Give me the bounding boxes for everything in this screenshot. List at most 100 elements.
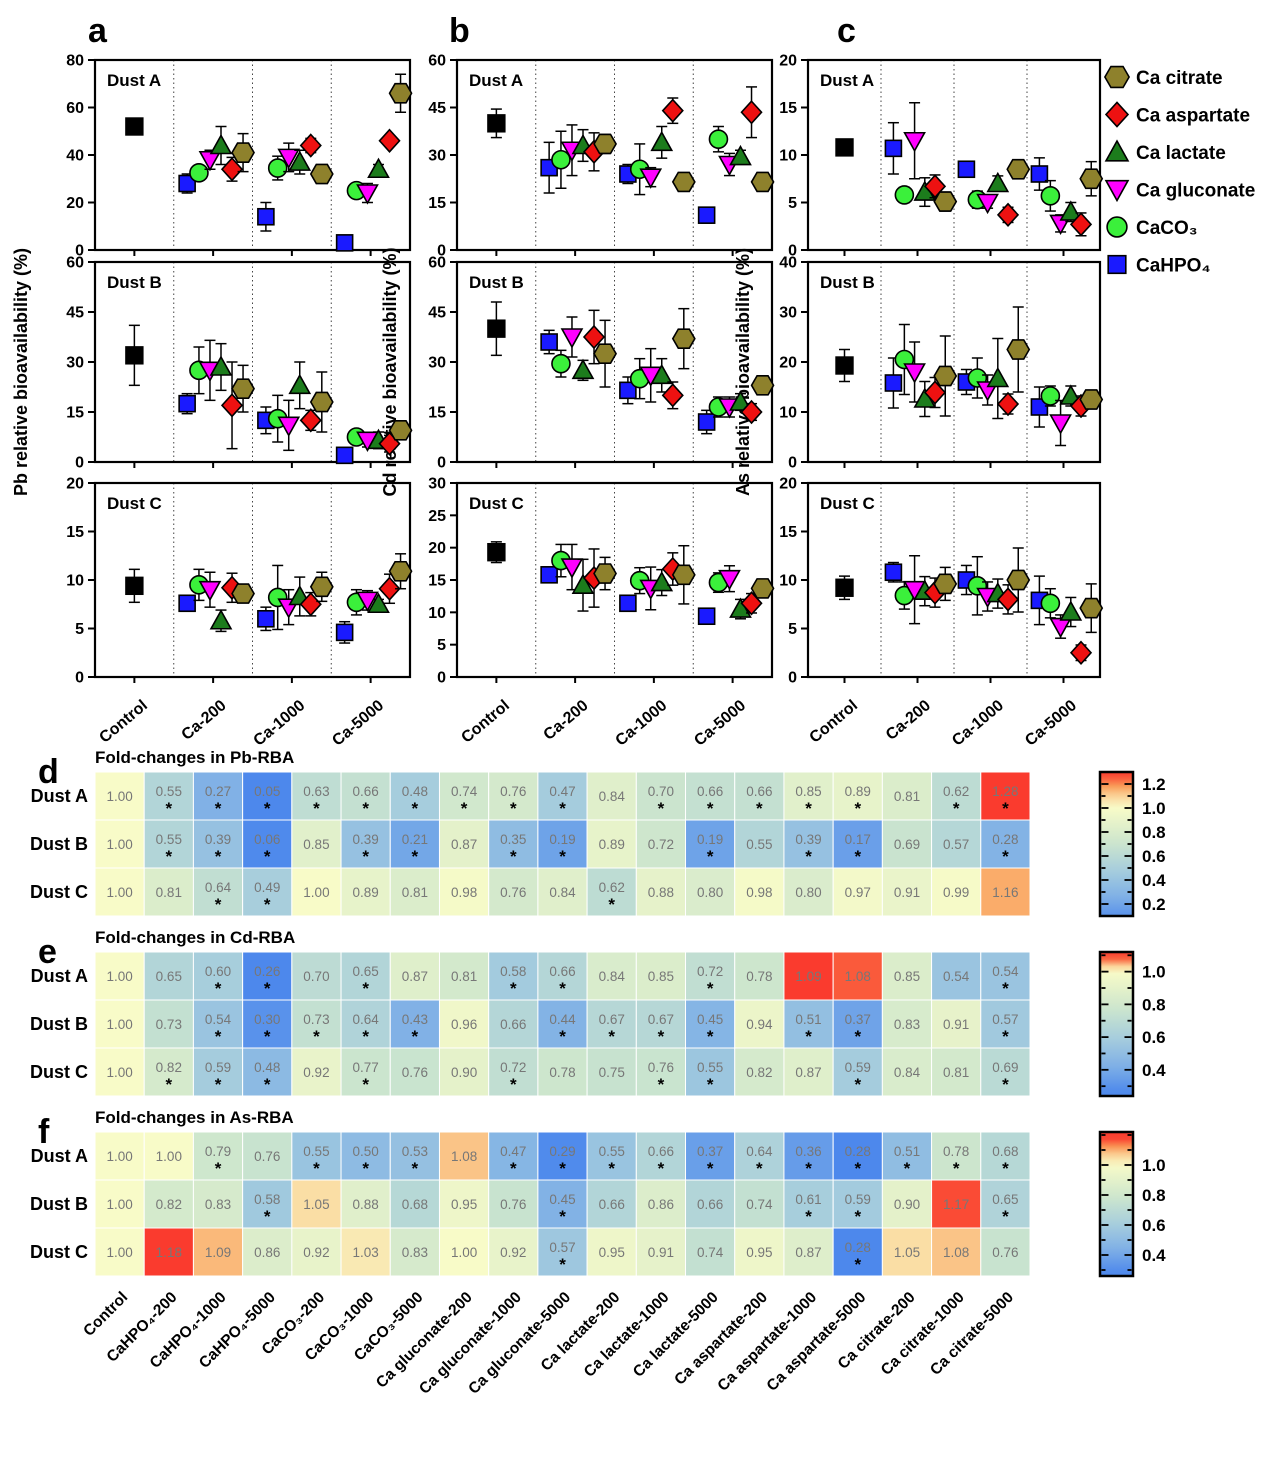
y-tick-label: 80 xyxy=(66,53,84,70)
marker-CaHPO4 xyxy=(957,160,976,179)
marker-CaHPO4 xyxy=(335,623,354,642)
marker-Ca gluconate xyxy=(277,148,301,170)
cell-value: 0.77 xyxy=(353,1060,379,1075)
heatmap-cell: 0.57* xyxy=(980,999,1031,1049)
heatmap-cell: 0.90 xyxy=(438,1047,490,1097)
cell-value: 0.89 xyxy=(599,837,625,852)
y-tick-label: 45 xyxy=(428,305,446,322)
marker-Ca aspartate xyxy=(220,393,244,418)
heatmap-cell: 0.81 xyxy=(931,1047,982,1097)
heatmap-cell: 0.76* xyxy=(635,1047,687,1097)
significance-star: * xyxy=(756,1159,763,1178)
cell-value: 0.64 xyxy=(353,1012,380,1027)
cell-value: 0.30 xyxy=(254,1012,280,1027)
heatmap-cell: 0.83 xyxy=(192,1179,244,1229)
cell-value: 0.54 xyxy=(992,964,1019,979)
significance-star: * xyxy=(854,1075,861,1094)
significance-star: * xyxy=(362,1027,369,1046)
significance-star: * xyxy=(854,1207,861,1226)
significance-star: * xyxy=(559,1207,566,1226)
significance-star: * xyxy=(854,799,861,818)
cell-value: 0.66 xyxy=(353,784,379,799)
significance-star: * xyxy=(412,847,419,866)
cell-value: 0.55 xyxy=(303,1144,329,1159)
marker-Ca gluconate xyxy=(198,150,222,172)
heatmap-cell: 0.86 xyxy=(242,1227,293,1277)
colorbar-tick-label: 0.6 xyxy=(1142,1216,1166,1235)
significance-star: * xyxy=(166,847,173,866)
legend-item-Ca lactate: Ca lactate xyxy=(1104,139,1226,164)
cell-value: 0.28 xyxy=(845,1144,871,1159)
y-tick-label: 0 xyxy=(788,670,797,687)
cell-value: 0.86 xyxy=(254,1245,280,1260)
heatmap-cell: 0.99 xyxy=(931,867,982,917)
significance-star: * xyxy=(215,1027,222,1046)
marker-CaCO3 xyxy=(894,185,915,205)
cell-value: 0.66 xyxy=(697,1197,723,1212)
marker-Ca citrate xyxy=(231,142,255,163)
marker-Ca lactate xyxy=(209,133,233,155)
cell-value: 1.18 xyxy=(156,1245,182,1260)
heatmap-cell: 0.66* xyxy=(340,771,391,821)
panel-c-dust-c: 0 5 10 15 20 Control Ca-200 Ca-1000 Ca-5000 Dust … xyxy=(779,476,1104,750)
cell-value: 0.80 xyxy=(697,885,723,900)
y-tick-label: 30 xyxy=(428,476,446,493)
subpanel-title: Dust C xyxy=(107,494,162,513)
cell-value: 0.66 xyxy=(746,784,772,799)
heatmap-cell: 0.76 xyxy=(242,1131,293,1181)
cell-value: 0.81 xyxy=(156,885,182,900)
heatmap-cell: 0.66* xyxy=(734,771,785,821)
heatmap-x-label: Ca lactate-1000 xyxy=(581,1289,673,1381)
cell-value: 0.67 xyxy=(599,1012,625,1027)
y-tick-label: 0 xyxy=(437,670,446,687)
y-tick-label: 60 xyxy=(428,53,446,70)
marker-Ca gluconate xyxy=(903,131,926,153)
cell-value: 0.06 xyxy=(254,832,280,847)
cell-value: 1.00 xyxy=(106,1017,132,1032)
cell-value: 1.00 xyxy=(106,1245,132,1260)
cell-value: 0.66 xyxy=(500,1017,526,1032)
marker-Ca aspartate xyxy=(996,587,1020,612)
y-tick-label: 5 xyxy=(437,637,446,654)
significance-star: * xyxy=(805,799,812,818)
significance-star: * xyxy=(707,799,714,818)
heatmap-cell: 0.35* xyxy=(488,819,539,869)
marker-Ca lactate xyxy=(367,592,390,614)
heatmap-cell: 0.92 xyxy=(291,1227,342,1277)
significance-star: * xyxy=(854,847,861,866)
heatmap-cell: 0.87 xyxy=(389,951,440,1001)
cell-value: 0.51 xyxy=(795,1012,821,1027)
colorbar-tick-label: 0.4 xyxy=(1142,1246,1166,1265)
heatmap-cell: 0.51* xyxy=(783,999,834,1049)
cell-value: 0.59 xyxy=(845,1192,871,1207)
heatmap-cell: 0.39* xyxy=(340,819,391,869)
significance-star: * xyxy=(215,847,222,866)
panel-b-dust-a: 0 15 30 45 60 Dust A xyxy=(428,53,775,260)
cell-value: 0.37 xyxy=(845,1012,871,1027)
subpanel-title: Dust A xyxy=(820,71,874,90)
cell-value: 0.91 xyxy=(648,1245,674,1260)
heatmap-cell: 0.88 xyxy=(635,867,687,917)
significance-star: * xyxy=(953,799,960,818)
panel-b-dust-b: 0 15 30 45 60 Dust B xyxy=(428,255,775,472)
cell-value: 1.08 xyxy=(845,969,871,984)
heatmap-cell: 0.64* xyxy=(340,999,391,1049)
y-tick-label: 0 xyxy=(788,455,797,472)
cell-value: 0.95 xyxy=(451,1197,477,1212)
significance-star: * xyxy=(362,1159,369,1178)
colorbar-tick-label: 0.4 xyxy=(1142,871,1166,890)
cell-value: 0.78 xyxy=(549,1065,575,1080)
significance-star: * xyxy=(559,979,566,998)
heatmap-cell: 0.39* xyxy=(783,819,834,869)
legend-item-Ca citrate: Ca citrate xyxy=(1103,65,1223,89)
marker-Ca gluconate xyxy=(718,569,741,591)
legend-label: CaCO₃ xyxy=(1136,218,1198,239)
panel-a-dust-a: 0 20 40 60 80 Dust A xyxy=(66,53,413,260)
marker-Ca citrate xyxy=(1006,339,1031,360)
heatmap-cell: 0.76* xyxy=(488,771,539,821)
heatmap-cell: 0.89 xyxy=(586,819,637,869)
significance-star: * xyxy=(805,1027,812,1046)
significance-star: * xyxy=(313,1027,320,1046)
marker-CaCO3 xyxy=(1040,593,1061,614)
heatmap-cell: 0.65* xyxy=(980,1179,1031,1229)
